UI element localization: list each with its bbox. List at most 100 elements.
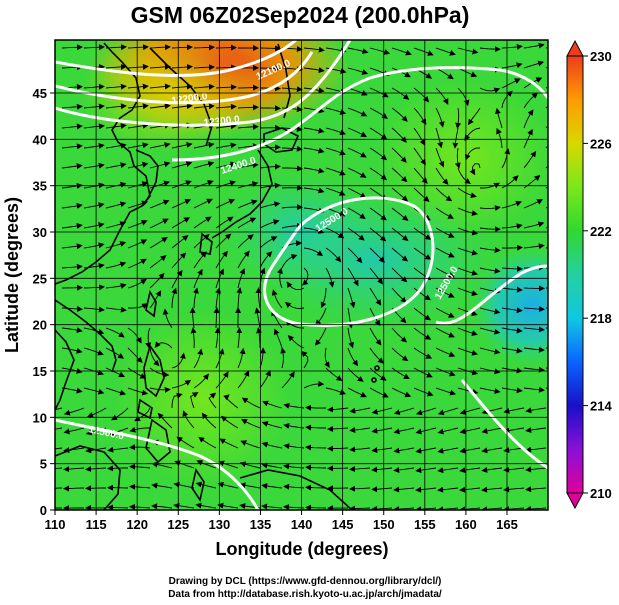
streamline-arrow: [237, 199, 258, 209]
streamline-arrow: [391, 247, 409, 262]
streamline-arrow: [435, 247, 455, 258]
streamline-arrow: [369, 87, 389, 98]
streamline-arrow: [237, 250, 250, 269]
streamline-arrow: [261, 483, 283, 490]
streamline-arrow: [391, 47, 412, 56]
streamline-arrow: [435, 387, 457, 396]
streamline-arrow: [282, 165, 303, 172]
streamline-arrow: [259, 163, 281, 170]
streamline-arrow: [324, 347, 330, 368]
streamline-arrow: [171, 234, 189, 249]
streamline-arrow: [151, 461, 173, 469]
streamline-arrow: [83, 306, 105, 313]
streamline-arrow: [171, 287, 178, 309]
colorbar-label: 230: [590, 49, 612, 64]
streamline-arrow: [105, 241, 127, 249]
streamline-arrow: [415, 447, 437, 454]
streamline-arrow: [415, 427, 437, 435]
grid-lines: [55, 40, 548, 510]
streamline-arrow: [525, 486, 547, 493]
streamline-arrow: [193, 44, 215, 51]
streamline-arrow: [479, 182, 500, 189]
streamline-arrow: [437, 486, 459, 493]
streamline-arrow: [193, 216, 212, 229]
streamline-arrow: [55, 487, 63, 489]
field-region: [375, 77, 548, 238]
streamline-arrow: [501, 244, 523, 251]
streamline-arrow: [196, 459, 217, 469]
streamline-arrow: [262, 400, 283, 409]
streamline-arrow: [413, 367, 433, 378]
streamline-arrow: [545, 287, 548, 289]
streamline-arrow: [391, 287, 407, 303]
streamline-arrow: [303, 167, 325, 174]
streamline-arrow: [83, 162, 105, 169]
streamline-arrow: [176, 436, 195, 449]
streamline-arrow: [105, 162, 127, 169]
streamline-arrow: [303, 247, 324, 257]
streamline-arrow: [523, 150, 537, 169]
streamline-arrow: [149, 142, 171, 149]
colorbar-label: 214: [590, 399, 612, 414]
x-tick-label: 155: [414, 517, 436, 532]
streamline-arrow: [391, 387, 412, 398]
streamline-arrow: [347, 87, 368, 96]
streamline-arrow: [369, 227, 387, 242]
streamline-arrow: [303, 187, 325, 194]
streamline-arrow: [105, 142, 127, 149]
streamline-arrow: [325, 147, 346, 156]
streamline-arrow: [479, 267, 501, 274]
streamline-arrow: [134, 407, 151, 422]
streamline-arrow: [171, 269, 183, 289]
streamline-arrow: [305, 484, 327, 491]
streamline-arrow: [127, 161, 149, 169]
streamline-arrow: [369, 287, 382, 306]
streamline-arrow: [467, 107, 481, 126]
streamline-arrow: [105, 201, 127, 209]
streamline-arrow: [413, 47, 434, 56]
streamline-arrow: [501, 307, 523, 314]
streamline-arrow: [215, 216, 234, 229]
streamline-arrow: [305, 444, 327, 451]
streamline-arrow: [481, 447, 503, 454]
streamline-arrow: [501, 286, 523, 293]
streamline-arrow: [127, 122, 149, 129]
streamline-arrow: [237, 104, 259, 111]
streamline-arrow: [525, 427, 547, 434]
streamline-arrow: [501, 78, 521, 89]
streamline-arrow: [457, 67, 478, 78]
streamline-arrow: [523, 109, 534, 129]
streamline-arrow: [240, 440, 261, 449]
streamline-arrow: [55, 447, 63, 450]
streamline-arrow: [457, 287, 478, 296]
colorbar-body: [566, 55, 584, 494]
streamline-arrow: [325, 107, 347, 115]
streamline-arrow: [287, 334, 305, 349]
streamline-arrow: [349, 485, 371, 492]
streamline-arrow: [195, 481, 217, 489]
streamline-arrow: [190, 392, 199, 409]
streamline-arrow: [457, 227, 479, 236]
streamline-arrow: [371, 407, 393, 415]
streamline-arrow: [349, 466, 371, 473]
streamline-arrow: [236, 287, 243, 309]
streamline-arrow: [479, 307, 501, 315]
streamline-arrow: [127, 142, 149, 149]
streamline-arrow: [61, 327, 83, 333]
streamline-arrow: [457, 207, 478, 217]
streamline-arrow: [149, 180, 170, 189]
streamline-arrow: [435, 147, 445, 168]
streamline-arrow: [523, 42, 545, 49]
coast-sakhalin: [277, 43, 291, 119]
streamline-arrow: [220, 415, 239, 429]
coast-mindanao: [145, 418, 171, 464]
streamline-arrow: [479, 387, 501, 395]
streamline-arrow: [105, 347, 125, 359]
y-tick-label: 30: [33, 225, 47, 240]
streamline-arrow: [171, 352, 186, 369]
streamline-arrow: [501, 200, 522, 209]
streamline-arrow: [127, 103, 149, 110]
streamline-arrow: [149, 199, 170, 209]
streamline-arrow: [523, 199, 544, 209]
streamline-arrow: [391, 347, 409, 362]
